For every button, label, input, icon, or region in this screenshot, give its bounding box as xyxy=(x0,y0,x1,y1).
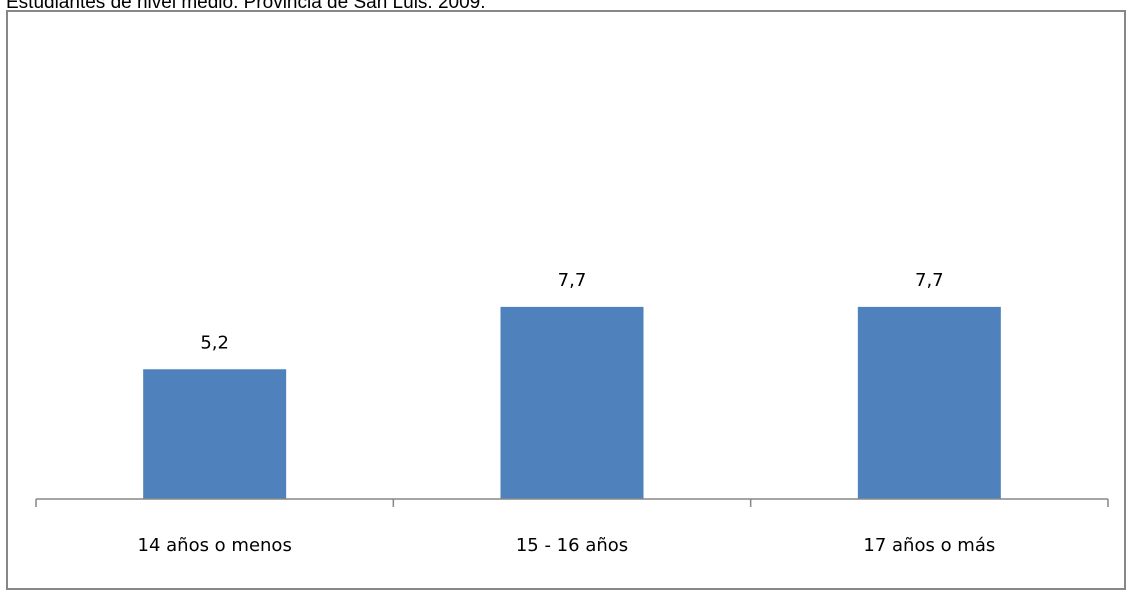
data-label: 5,2 xyxy=(200,332,229,353)
x-tick-label: 14 años o menos xyxy=(138,535,292,556)
bars-group xyxy=(143,306,1001,499)
value-labels-group: 5,2 7,7 7,7 xyxy=(200,270,943,353)
x-tick-label: 17 años o más xyxy=(863,535,995,556)
bar xyxy=(143,369,287,499)
bar xyxy=(857,306,1001,499)
data-label: 7,7 xyxy=(558,270,587,291)
tick-labels-group: 14 años o menos 15 - 16 años 17 años o más xyxy=(138,535,996,556)
x-axis xyxy=(35,498,1109,507)
bar xyxy=(500,306,644,499)
data-label: 7,7 xyxy=(915,270,944,291)
x-tick-label: 15 - 16 años xyxy=(516,535,628,556)
chart-caption: Estudiantes de nivel medio. Provincia de… xyxy=(6,0,486,13)
bar-chart: 5,2 7,7 7,7 14 años o menos 15 - 16 años 17 … xyxy=(35,270,1109,556)
